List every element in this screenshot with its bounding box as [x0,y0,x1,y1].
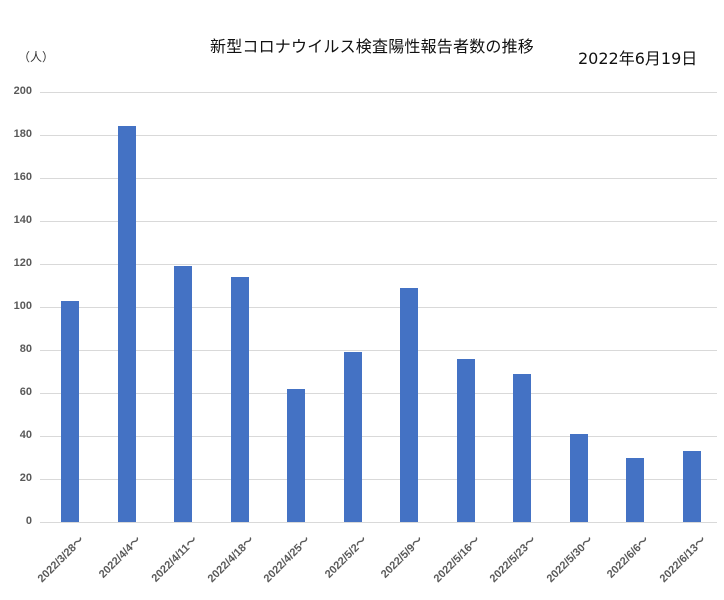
y-tick-label: 80 [19,343,32,355]
gridline [40,522,717,523]
gridline [40,135,717,136]
y-tick-label: 60 [19,386,32,398]
bar [230,276,249,522]
gridline [40,92,717,93]
gridline [40,436,717,437]
bar [287,388,305,522]
y-tick-label: 100 [13,300,32,312]
y-tick-label: 20 [19,472,32,484]
bar [400,287,418,522]
bar [456,358,475,522]
y-axis-unit-label: （人） [18,50,55,64]
x-tick-label: 2022/6/6〜 [604,534,652,581]
y-tick-label: 120 [13,257,32,269]
chart-date: 2022年6月19日 [578,49,698,68]
gridline [40,393,717,394]
bar [626,457,644,522]
y-tick-label: 40 [19,429,32,441]
x-tick-label: 2022/5/30〜 [544,534,596,585]
y-tick-label: 160 [13,171,32,183]
bar [513,373,531,522]
x-tick-label: 2022/4/25〜 [261,534,313,585]
gridline [40,178,717,179]
x-tick-label: 2022/5/23〜 [487,534,539,585]
x-tick-label: 2022/6/13〜 [657,534,709,585]
x-tick-label: 2022/4/18〜 [205,534,257,585]
y-tick-label: 0 [25,515,32,527]
x-tick-label: 2022/5/9〜 [378,534,426,581]
bar [61,300,79,522]
bar [682,451,701,522]
chart-title: 新型コロナウイルス検査陽性報告者数の推移 [210,37,535,56]
y-tick-label: 200 [13,85,32,97]
x-tick-label: 2022/4/4〜 [96,534,143,581]
bar [174,266,192,522]
x-tick-label: 2022/5/2〜 [322,534,369,581]
x-tick-label: 2022/3/28〜 [35,534,87,585]
y-tick-label: 180 [13,128,32,140]
bar [343,352,362,522]
x-tick-label: 2022/5/16〜 [431,534,483,585]
gridline [40,479,717,480]
x-tick-label: 2022/4/11〜 [149,534,200,585]
gridline [40,221,717,222]
gridline [40,307,717,308]
gridline [40,264,717,265]
bar [117,126,136,522]
gridline [40,350,717,351]
y-tick-label: 140 [13,214,32,226]
bar [569,433,588,522]
